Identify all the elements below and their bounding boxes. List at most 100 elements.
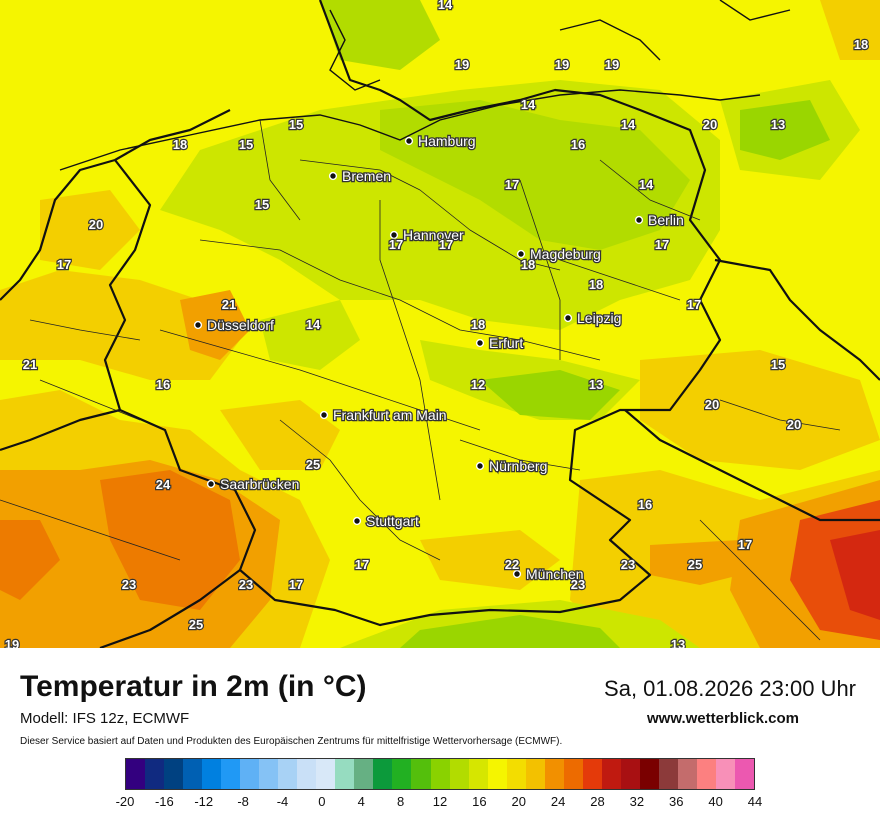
temperature-labels: 14 18 19 19 19 14 14 20 13 18 15 15 16 17 14 20 15 17 17 17… (4, 0, 870, 648)
temperature-value: 25 (688, 557, 702, 572)
temperature-value: 17 (505, 177, 519, 192)
temperature-value: 23 (621, 557, 635, 572)
color-scale-swatch (240, 759, 260, 789)
color-scale-tick-label: -4 (276, 794, 289, 809)
color-scale-swatch (411, 759, 431, 789)
color-scale-tick-label: 20 (511, 794, 526, 809)
temperature-value: 17 (439, 237, 453, 252)
temperature-value: 14 (438, 0, 453, 12)
disclaimer-text: Dieser Service basiert auf Daten und Pro… (20, 736, 563, 747)
color-scale-swatch (449, 759, 469, 789)
temperature-value: 21 (222, 297, 236, 312)
region-borders (0, 119, 841, 641)
color-scale-swatch (164, 759, 184, 789)
city-marker-dot (328, 171, 338, 181)
color-scale-swatch (335, 759, 355, 789)
city-marker-dot (475, 461, 485, 471)
color-scale-swatch (696, 759, 716, 789)
temperature-value: 18 (521, 257, 535, 272)
color-scale-swatch (278, 759, 298, 789)
color-scale-swatch (582, 759, 602, 789)
color-scale-tick-label: -8 (237, 794, 249, 809)
color-scale-tick-label: 0 (318, 794, 326, 809)
temperature-value: 17 (355, 557, 369, 572)
city-label: Berlin (648, 212, 684, 228)
color-scale-tick-label: 44 (747, 794, 763, 809)
city-label: Nürnberg (489, 458, 547, 474)
temperature-value: 15 (289, 117, 303, 132)
color-scale-swatch (430, 759, 450, 789)
temperature-map: Hamburg Bremen Hannover Berlin Magdeburg Leip… (0, 0, 880, 648)
temperature-value: 18 (471, 317, 485, 332)
color-scale-swatch (639, 759, 659, 789)
city-label: Bremen (342, 168, 391, 184)
city-label: Hannover (403, 227, 464, 243)
city-marker-dot (634, 215, 644, 225)
city-markers: Hamburg Bremen Hannover Berlin Magdeburg Leip… (193, 132, 685, 583)
color-scale-tick-label: 4 (357, 794, 365, 809)
color-scale-swatch (544, 759, 564, 789)
city-label: Düsseldorf (207, 317, 274, 333)
temperature-value: 20 (705, 397, 719, 412)
color-scale-swatch (316, 759, 336, 789)
color-scale-tick-label: 16 (472, 794, 487, 809)
city-label: Saarbrücken (220, 476, 299, 492)
city-marker-dot (206, 479, 216, 489)
city-label: Erfurt (489, 335, 523, 351)
temperature-value: 12 (471, 377, 485, 392)
color-scale-tick-label: 36 (669, 794, 684, 809)
city-marker-dot (563, 313, 573, 323)
map-title: Temperatur in 2m (in °C) (20, 670, 367, 703)
city-label: Leipzig (577, 310, 621, 326)
city-marker-dot (319, 410, 329, 420)
temperature-value: 23 (122, 577, 136, 592)
temperature-value: 13 (771, 117, 785, 132)
color-scale-swatch (487, 759, 507, 789)
temperature-value: 19 (605, 57, 619, 72)
coastlines (59, 0, 791, 171)
color-scale-tick-label: 12 (432, 794, 448, 809)
city-marker-dot (193, 320, 203, 330)
temperature-fields (0, 0, 880, 648)
color-scale-swatch (259, 759, 279, 789)
temperature-value: 17 (389, 237, 403, 252)
color-scale-swatch (715, 759, 735, 789)
color-scale-swatch (601, 759, 621, 789)
color-scale-swatch (392, 759, 412, 789)
temperature-value: 14 (521, 97, 536, 112)
temperature-value: 20 (703, 117, 717, 132)
temperature-value: 16 (638, 497, 652, 512)
temperature-value: 23 (239, 577, 253, 592)
color-scale-swatch (468, 759, 488, 789)
temperature-value: 15 (255, 197, 269, 212)
color-scale-tick-label: -16 (154, 794, 174, 809)
temperature-value: 25 (189, 617, 203, 632)
color-scale-swatch (297, 759, 317, 789)
color-scale-swatch (126, 759, 146, 789)
temperature-value: 18 (589, 277, 603, 292)
color-scale-swatch (620, 759, 640, 789)
forecast-datetime: Sa, 01.08.2026 23:00 Uhr (604, 676, 856, 701)
site-link[interactable]: www.wetterblick.com (647, 710, 799, 727)
color-scale-swatch (145, 759, 165, 789)
temperature-value: 16 (156, 377, 170, 392)
color-scale-ticks: -20 -16 -12 -8 -4 0 4 8 12 16 20 24 28 32 36 40 44 (116, 792, 763, 812)
temperature-value: 16 (571, 137, 585, 152)
temperature-value: 17 (687, 297, 701, 312)
temperature-value: 17 (655, 237, 669, 252)
temperature-value: 20 (787, 417, 801, 432)
temperature-value: 18 (173, 137, 187, 152)
temperature-value: 13 (589, 377, 603, 392)
color-scale-swatch (506, 759, 526, 789)
temperature-value: 23 (571, 577, 585, 592)
temperature-value: 15 (771, 357, 785, 372)
color-scale (125, 758, 755, 790)
map-footer: Temperatur in 2m (in °C) Sa, 01.08.2026 … (0, 648, 880, 830)
color-scale-swatch (202, 759, 222, 789)
color-scale-swatch (221, 759, 241, 789)
city-marker-dot (352, 516, 362, 526)
temperature-value: 18 (854, 37, 868, 52)
temperature-value: 20 (89, 217, 103, 232)
temperature-value: 19 (455, 57, 469, 72)
temperature-value: 19 (555, 57, 569, 72)
